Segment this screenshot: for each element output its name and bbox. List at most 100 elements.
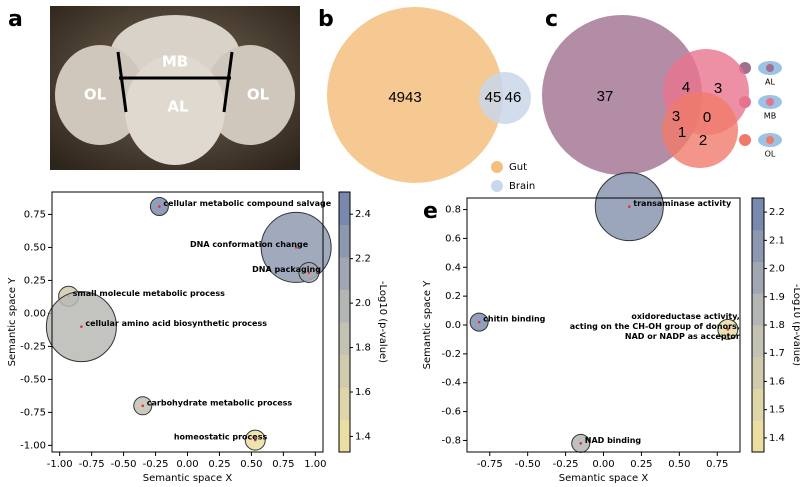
legend-label: Gut [509,162,527,173]
legend-swatch [491,161,503,173]
bubble-center [253,438,257,442]
region-label: AL [167,98,189,116]
y-tick-label: 0.75 [24,209,46,220]
legend-swatch [491,180,503,192]
set-circle [542,15,702,175]
y-tick-label: 0.25 [24,275,46,286]
x-tick-label: 0.75 [706,459,728,470]
bubble-label: transaminase activity [633,199,732,208]
bubble-center [579,442,583,445]
colorbar-tick-label: 1.4 [355,431,371,442]
legend-swatch [739,134,751,146]
region-count: 3 [714,80,722,97]
colorbar-band [339,354,350,388]
colorbar-band [339,289,350,323]
x-tick-label: -0.25 [553,459,579,470]
panel-label: a [8,7,23,32]
legend-icon-part [766,136,774,144]
y-tick-label: -0.2 [441,349,461,360]
y-tick-label: 0.0 [445,320,461,331]
legend-icon-part [766,64,774,72]
bubble-center [726,328,730,331]
x-tick-label: 0.75 [272,459,294,470]
legend-label: AL [765,78,775,87]
colorbar-tick-label: 1.4 [769,433,785,444]
colorbar-tick-label: 1.8 [355,343,371,354]
colorbar-tick-label: 1.5 [769,405,785,416]
x-tick-label: 0.25 [208,459,230,470]
region-count: 1 [678,124,686,141]
y-axis-label: Semantic space Y [422,280,433,370]
region-label: OL [84,86,107,104]
y-tick-label: -0.25 [20,341,46,352]
x-tick-label: 0.50 [668,459,690,470]
y-tick-label: -0.50 [20,374,46,385]
colorbar-label: -Log10 (p-value) [377,281,388,363]
y-tick-label: -0.6 [441,407,461,418]
colorbar-frame [338,191,351,453]
colorbar-band [752,198,764,231]
colorbar-band [339,224,350,258]
x-tick-label: -0.75 [79,459,105,470]
x-tick-label: -0.50 [111,459,137,470]
colorbar-band [752,420,764,453]
region-count: 2 [699,132,707,149]
bubble-center [80,325,83,328]
colorbar-band [752,229,764,262]
legend-label: MB [764,112,776,121]
colorbar-band [752,293,764,326]
colorbar-tick-label: 2.4 [355,209,371,220]
x-tick-label: -1.00 [47,459,73,470]
colorbar-band [339,322,350,355]
region-count: 37 [597,88,614,105]
bubble-label: small molecule metabolic process [73,289,225,298]
legend-swatch [739,96,751,108]
set-circle [479,72,531,124]
x-tick-label: 1.00 [304,459,326,470]
bubble-label: NAD or NADP as acceptor [625,332,740,341]
legend-label: OL [765,150,776,159]
bubble-label: oxidoreductase activity, [631,312,739,321]
set-circle [662,92,738,168]
region-label: OL [247,86,270,104]
plot-frame [466,197,741,453]
region-count: 3 [672,108,680,125]
y-tick-label: 0.6 [445,233,461,244]
bubble-center [307,271,311,274]
colorbar-band [339,257,350,290]
bubble-label: DNA packaging [252,265,321,274]
colorbar-band [339,387,350,420]
colorbar-tick-label: 2.1 [769,235,785,246]
panel-label: b [318,7,334,32]
y-axis-label: Semantic space Y [7,277,18,367]
bubble-center [158,205,161,208]
colorbar-tick-label: 2.2 [769,207,785,218]
colorbar-tick-label: 1.9 [769,292,785,303]
region-count: 4943 [388,89,421,106]
bubble-center [477,320,481,324]
region-count: 0 [703,109,711,126]
bubble-center [294,246,298,249]
x-tick-label: 0.25 [630,459,652,470]
bubble-label: cellular amino acid biosynthetic process [85,319,267,328]
region-label: MB [162,53,188,71]
legend-label: Brain [509,181,535,192]
colorbar-band [752,388,764,421]
panel-label: c [545,7,558,32]
colorbar-tick-label: 1.6 [355,387,371,398]
set-circle [327,7,503,183]
colorbar-band [339,192,350,225]
y-tick-label: -0.4 [441,378,461,389]
colorbar-tick-label: 1.7 [769,348,785,359]
y-tick-label: 0.8 [445,205,461,216]
colorbar-tick-label: 1.8 [769,320,785,331]
plot-frame [51,191,324,453]
region-count: 45 [485,89,502,106]
y-tick-label: 0.4 [445,262,461,273]
bubble-label: cellular metabolic compound salvage [163,199,331,208]
y-tick-label: -0.8 [441,435,461,446]
colorbar-band [339,419,350,453]
colorbar-tick-label: 2.0 [769,264,785,275]
y-tick-label: 0.50 [24,242,46,253]
